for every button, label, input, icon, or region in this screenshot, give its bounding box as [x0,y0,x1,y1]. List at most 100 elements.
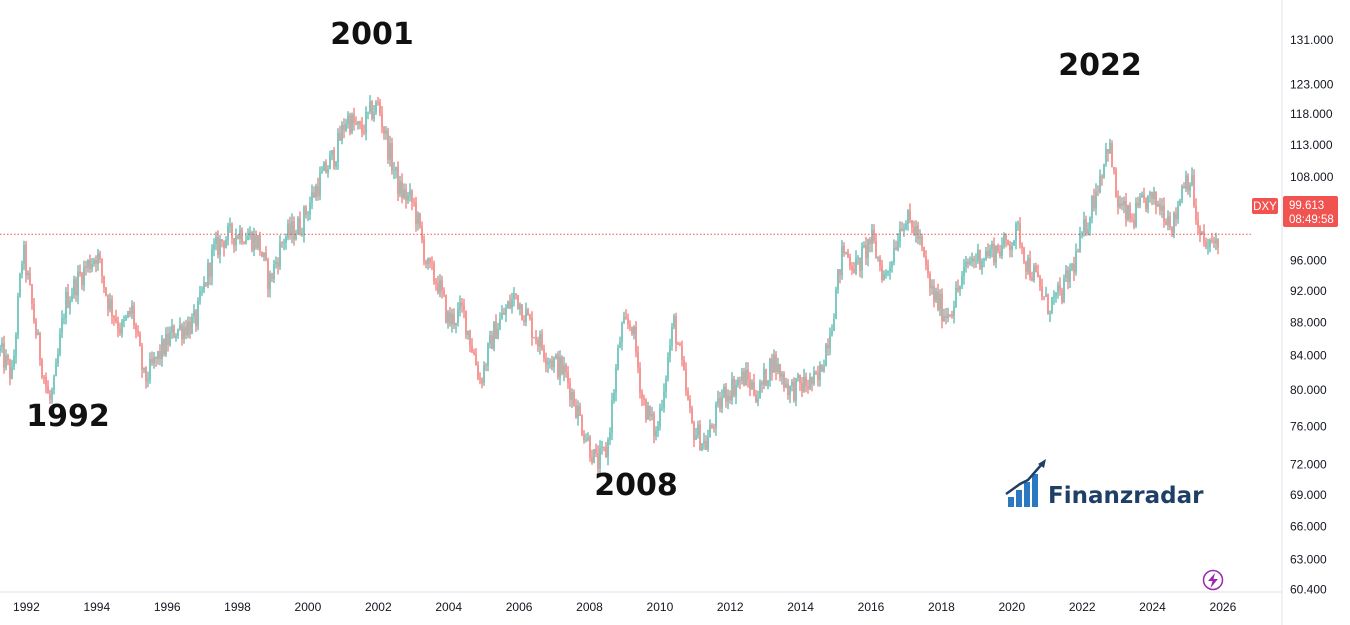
candle-body [1057,285,1059,293]
y-tick-label: 63.000 [1290,552,1327,566]
candle-body [183,326,185,339]
candle-body [789,386,791,396]
candle-body [1105,149,1107,164]
brand-name: Finanzradar [1048,483,1204,509]
candle-body [749,379,751,390]
x-tick-label: 2006 [506,600,533,614]
candle-body [1185,175,1187,189]
candle-body [363,131,365,133]
candle-body [53,376,55,390]
candle-body [1065,270,1067,279]
candle-body [365,111,367,133]
candle-body [823,366,825,372]
lightning-icon[interactable] [1202,569,1224,591]
candle-body [489,335,491,344]
candle-body [1163,205,1165,222]
candle-body [975,260,977,262]
candle-body [575,405,577,418]
candle-body [723,386,725,397]
time-axis[interactable]: 1992 1994 1996 1998 2000 2002 2004 2006 2008 2010… [13,600,1237,614]
candle-body [49,393,51,400]
candle-body [787,383,789,396]
candle-body [375,102,377,113]
candle-body [875,241,877,258]
candle-body [335,162,337,167]
year-annotation: 2022 [1058,48,1142,83]
candle-body [801,383,803,392]
candle-body [447,312,449,323]
candle-body [1123,201,1125,206]
candle-body [239,229,241,239]
candle-body [683,359,685,370]
candle-body [965,261,967,267]
candle-body [275,262,277,264]
candle-body [839,269,841,276]
candle-body [1093,196,1095,209]
candle-body [897,241,899,250]
y-tick-label: 92.000 [1290,284,1327,298]
candle-body [1121,203,1123,206]
candle-body [353,114,355,124]
candle-body [3,343,5,368]
candle-body [739,380,741,381]
candle-body [625,316,627,319]
candle-body [1011,245,1013,250]
candle-body [935,291,937,301]
candle-body [959,286,961,290]
candle-body [591,457,593,463]
candle-body [65,291,67,319]
candle-body [219,239,221,256]
candle-body [13,355,15,367]
price-axis[interactable]: 60.400 63.000 66.000 69.000 72.000 76.000 80.0… [1290,33,1334,596]
candle-body [861,246,863,271]
candle-body [283,242,285,244]
candle-body [541,333,543,349]
candle-body [699,424,701,451]
candle-body [485,365,487,367]
candle-body [173,325,175,338]
candle-body [325,162,327,173]
candle-body [493,321,495,349]
candle-body [553,358,555,368]
candle-body [1217,239,1219,248]
candle-body [1199,227,1201,235]
candle-body [315,185,317,198]
candle-body [833,318,835,331]
candle-body [483,365,485,384]
candle-body [177,329,179,337]
rising-bars-icon [1005,459,1046,507]
candle-body [19,274,21,297]
candle-body [93,259,95,264]
candle-body [459,302,461,309]
candle-body [253,234,255,251]
candle-body [143,367,145,370]
candle-body [785,383,787,388]
candle-body [931,285,933,289]
candle-body [139,333,141,347]
candle-body [155,357,157,360]
candle-body [751,382,753,390]
candle-body [81,274,83,286]
candle-body [1161,205,1163,211]
candle-body [31,284,33,304]
y-tick-label: 108.000 [1290,170,1334,184]
candle-body [415,202,417,224]
candle-body [419,213,421,227]
candle-body [421,226,423,240]
candle-body [661,407,663,409]
candle-body [641,392,643,399]
candle-body [201,290,203,292]
candle-body [1003,235,1005,246]
candle-body [425,261,427,264]
y-tick-label: 113.000 [1290,138,1333,152]
candle-body [1149,191,1151,196]
candle-body [631,326,633,335]
candle-body [587,437,589,440]
candle-body [781,373,783,377]
candle-body [69,300,71,308]
candle-body [185,326,187,336]
candle-body [703,440,705,444]
candle-body [1045,294,1047,297]
candle-body [11,366,13,379]
